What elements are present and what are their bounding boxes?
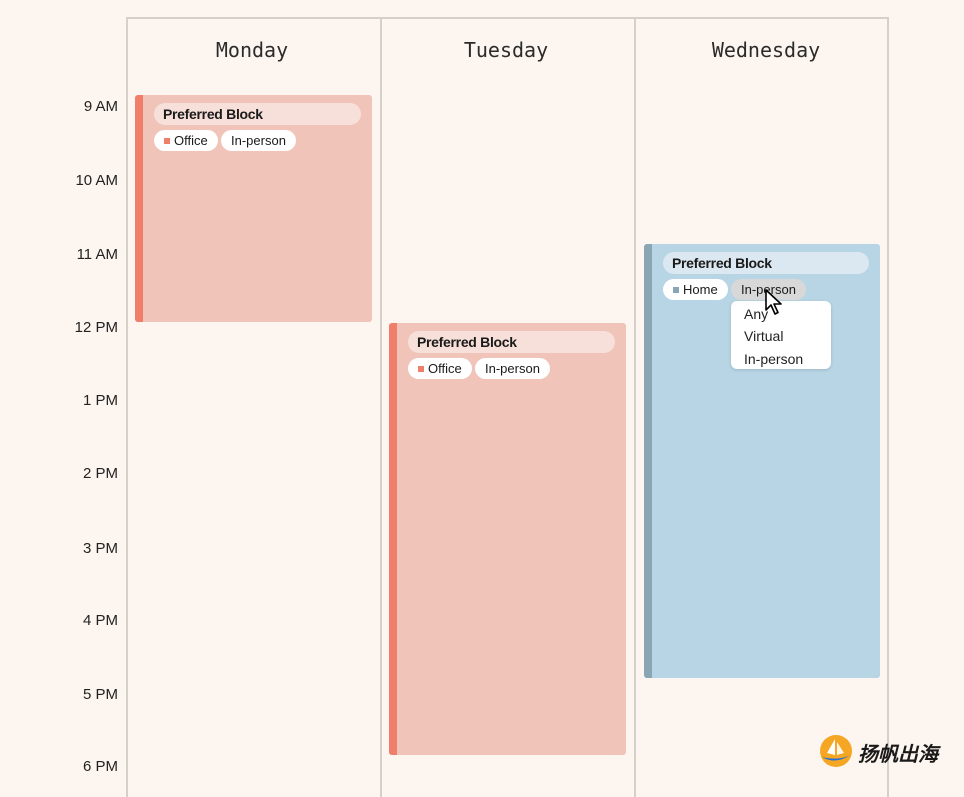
day-header-monday: Monday — [215, 38, 289, 62]
time-label: 12 PM — [74, 319, 118, 336]
time-label: 4 PM — [82, 612, 118, 629]
preferred-block-tuesday[interactable]: Preferred Block Office In-person — [389, 323, 626, 755]
time-label: 6 PM — [82, 758, 118, 775]
calendar-grid — [126, 17, 889, 797]
block-title[interactable]: Preferred Block — [408, 331, 615, 353]
time-label: 10 AM — [75, 172, 118, 189]
mode-label: In-person — [231, 133, 286, 148]
location-square-icon — [164, 138, 170, 144]
sail-logo-icon — [820, 735, 852, 767]
mode-chip[interactable]: In-person — [475, 358, 550, 379]
block-accent-bar — [135, 95, 143, 322]
dropdown-option-in-person[interactable]: In-person — [744, 351, 804, 367]
block-accent-bar — [389, 323, 397, 755]
block-title[interactable]: Preferred Block — [663, 252, 869, 274]
mode-chip[interactable]: In-person — [731, 279, 806, 300]
mode-label: In-person — [741, 282, 796, 297]
location-label: Office — [428, 361, 462, 376]
mode-label: In-person — [485, 361, 540, 376]
preferred-block-monday[interactable]: Preferred Block Office In-person — [135, 95, 372, 322]
time-label: 9 AM — [83, 98, 118, 115]
block-title[interactable]: Preferred Block — [154, 103, 361, 125]
location-square-icon — [418, 366, 424, 372]
mode-dropdown[interactable]: Any Virtual In-person — [731, 301, 831, 369]
location-chip[interactable]: Home — [663, 279, 728, 300]
column-divider — [380, 17, 382, 797]
column-divider — [634, 17, 636, 797]
location-label: Home — [683, 282, 718, 297]
day-header-wednesday: Wednesday — [711, 38, 821, 62]
time-label: 3 PM — [82, 540, 118, 557]
dropdown-option-any[interactable]: Any — [744, 306, 769, 322]
time-label: 11 AM — [76, 246, 118, 263]
time-label: 2 PM — [82, 465, 118, 482]
watermark: 扬帆出海 — [818, 733, 958, 767]
block-accent-bar — [644, 244, 652, 678]
mode-chip[interactable]: In-person — [221, 130, 296, 151]
watermark-text: 扬帆出海 — [858, 744, 938, 766]
location-label: Office — [174, 133, 208, 148]
location-square-icon — [673, 287, 679, 293]
day-header-tuesday: Tuesday — [463, 38, 549, 62]
dropdown-option-virtual[interactable]: Virtual — [744, 328, 784, 344]
location-chip[interactable]: Office — [408, 358, 472, 379]
location-chip[interactable]: Office — [154, 130, 218, 151]
mouse-pointer-icon — [765, 289, 782, 315]
time-label: 1 PM — [82, 392, 118, 409]
preferred-block-wednesday[interactable]: Preferred Block Home In-person Any Virtu… — [644, 244, 880, 678]
time-label: 5 PM — [82, 686, 118, 703]
